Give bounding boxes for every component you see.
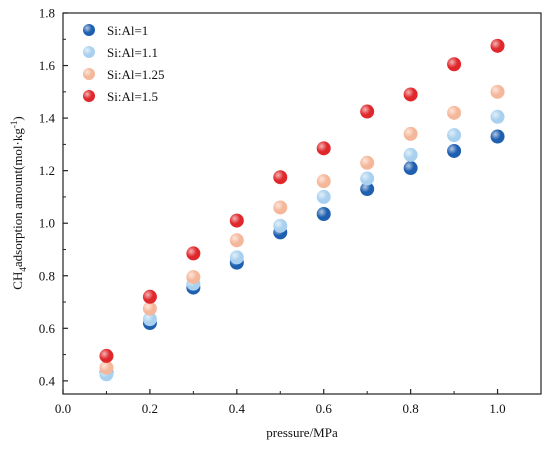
y-tick-label: 1.4 — [39, 111, 56, 126]
data-point — [447, 57, 462, 72]
data-point — [186, 246, 201, 261]
data-point — [447, 105, 462, 120]
legend-marker — [83, 46, 95, 58]
y-tick-label: 1.0 — [39, 216, 55, 231]
data-point — [229, 250, 244, 265]
data-point — [316, 189, 331, 204]
data-point — [273, 200, 288, 215]
y-axis-title-suffix: ) — [10, 116, 25, 120]
data-point — [273, 170, 288, 185]
x-axis-title: pressure/MPa — [266, 425, 338, 440]
y-tick-label: 0.4 — [39, 373, 56, 388]
y-axis-title-subscript: 4 — [18, 267, 28, 272]
data-point — [273, 218, 288, 233]
data-points — [99, 38, 505, 382]
legend-marker — [83, 68, 95, 80]
data-point — [403, 147, 418, 162]
data-point — [490, 129, 505, 144]
x-tick-label: 0.2 — [142, 401, 158, 416]
y-tick-label: 1.8 — [39, 6, 55, 21]
x-tick-label: 1.0 — [489, 401, 505, 416]
legend-label: Si:Al=1.5 — [107, 89, 158, 104]
x-tick-label: 0.0 — [55, 401, 71, 416]
data-point — [229, 213, 244, 228]
data-point — [360, 182, 375, 197]
data-point — [447, 128, 462, 143]
legend-label: Si:Al=1.25 — [107, 67, 165, 82]
y-tick-label: 0.8 — [39, 268, 55, 283]
x-tick-label: 0.4 — [229, 401, 246, 416]
plot-frame — [62, 12, 542, 395]
data-point — [316, 174, 331, 189]
y-axis-title-main: adsorption amount(mol·kg — [10, 128, 25, 268]
data-point — [316, 141, 331, 156]
series-1 — [99, 129, 505, 380]
legend-marker — [83, 90, 95, 102]
series-2 — [99, 109, 505, 382]
data-point — [360, 155, 375, 170]
data-point — [360, 171, 375, 186]
y-tick-label: 0.6 — [39, 321, 56, 336]
data-point — [490, 84, 505, 99]
x-tick-label: 0.8 — [403, 401, 419, 416]
x-axis: 0.0 0.2 0.4 0.6 0.8 1.0 — [55, 389, 542, 416]
data-point — [490, 38, 505, 53]
data-point — [142, 289, 157, 304]
y-axis-title: CH4adsorption amount(mol·kg-1) — [9, 116, 28, 289]
y-tick-label: 1.2 — [39, 163, 55, 178]
y-tick-label: 1.6 — [39, 58, 56, 73]
data-point — [229, 233, 244, 248]
data-point — [447, 143, 462, 158]
data-point — [142, 312, 157, 327]
data-point — [403, 161, 418, 176]
legend: Si:Al=1 Si:Al=1.1 Si:Al=1.25 Si:Al=1.5 — [83, 23, 165, 104]
y-axis-title-prefix: CH — [10, 272, 25, 290]
data-point — [403, 126, 418, 141]
legend-label: Si:Al=1.1 — [107, 45, 158, 60]
data-point — [186, 270, 201, 285]
series-3 — [99, 84, 505, 375]
data-point — [403, 87, 418, 102]
data-point — [316, 207, 331, 222]
legend-marker — [83, 24, 95, 36]
data-point — [490, 109, 505, 124]
y-axis: 0.4 0.6 0.8 1.0 1.2 1.4 1.6 1.8 — [39, 6, 68, 388]
legend-label: Si:Al=1 — [107, 23, 148, 38]
y-axis-title-superscript: -1 — [9, 121, 19, 129]
data-point — [360, 104, 375, 119]
data-point — [142, 301, 157, 316]
x-tick-label: 0.6 — [316, 401, 333, 416]
series-4 — [99, 38, 505, 363]
data-point — [99, 348, 114, 363]
data-point — [99, 360, 114, 375]
